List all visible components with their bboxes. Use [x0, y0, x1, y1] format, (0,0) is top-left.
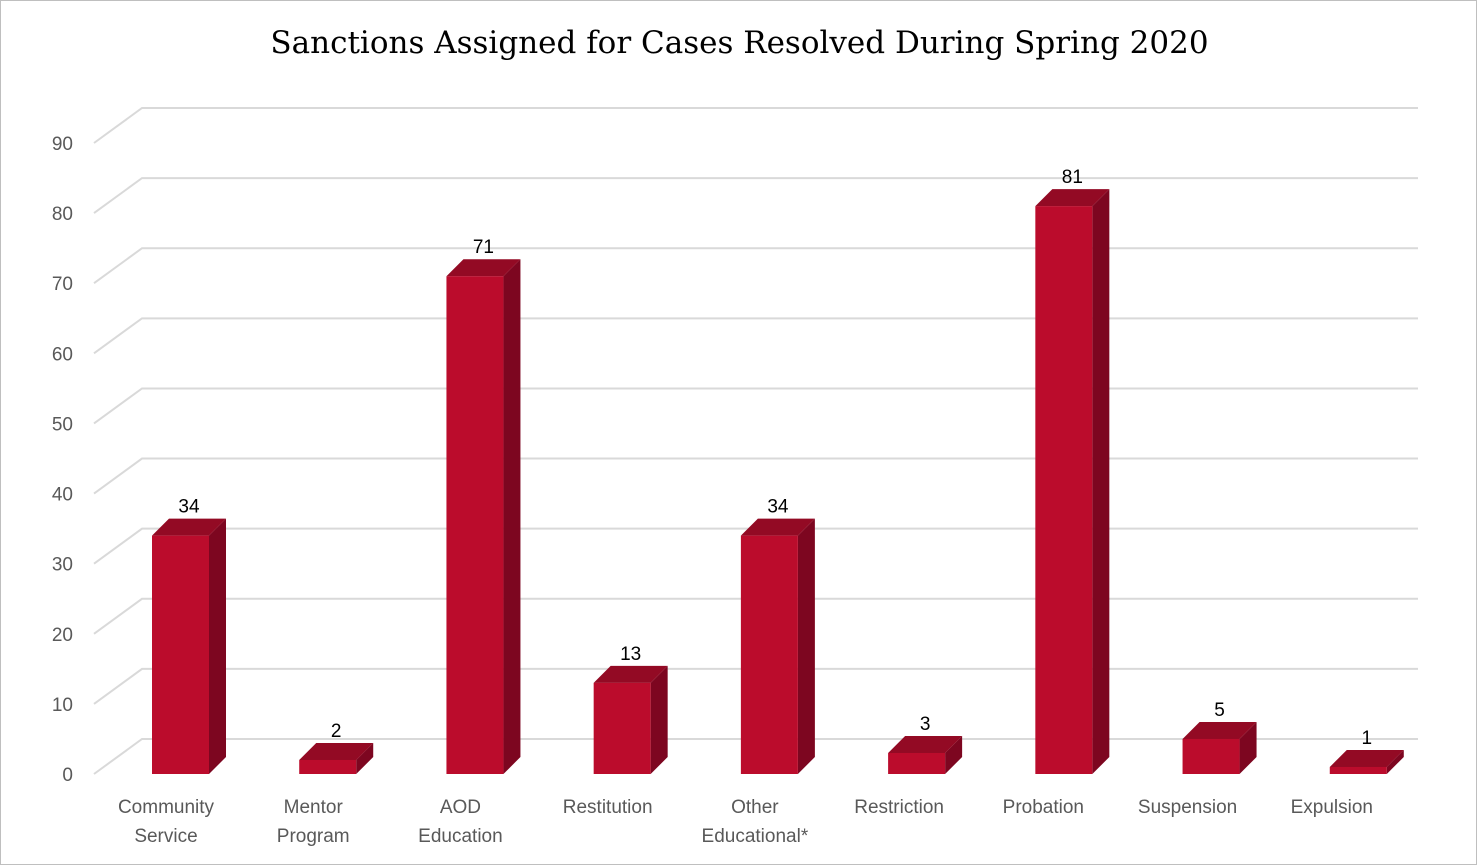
y-tick-label: 90 [52, 134, 73, 155]
bar-top [446, 259, 521, 277]
gridline [93, 738, 1418, 775]
x-tick-label: Community [118, 797, 215, 818]
bar [446, 276, 504, 774]
gridline [93, 457, 1418, 495]
data-label: 71 [473, 237, 494, 258]
bar-top [593, 665, 668, 683]
x-tick-label: Restriction [854, 797, 944, 818]
bar [152, 535, 209, 774]
x-tick-label: Restitution [563, 797, 653, 818]
gridline [93, 177, 1418, 214]
y-tick-label: 30 [52, 555, 73, 576]
bar-top [1035, 189, 1110, 207]
gridline [93, 317, 1418, 355]
bar-side [797, 518, 815, 774]
bar-side [650, 665, 668, 774]
bar-top [740, 518, 815, 536]
bar [299, 759, 357, 774]
x-tick-label: Education [418, 826, 503, 847]
x-tick-label: Service [134, 826, 197, 847]
bar-side [945, 735, 963, 774]
y-tick-label: 40 [52, 485, 73, 506]
bar [888, 752, 946, 774]
bar-top [1329, 749, 1404, 767]
gridline [93, 247, 1418, 285]
x-tick-label: Other [731, 797, 779, 818]
y-tick-label: 0 [62, 765, 73, 786]
bar [1329, 766, 1387, 774]
x-tick-label: Educational* [702, 826, 809, 847]
bar-top [299, 742, 374, 760]
bar-side [209, 518, 226, 774]
bar-side [1239, 721, 1257, 774]
x-tick-label: Mentor [284, 797, 344, 818]
y-tick-label: 80 [52, 204, 73, 225]
bar-top [888, 735, 963, 753]
data-label: 2 [331, 721, 342, 742]
chart-title: Sanctions Assigned for Cases Resolved Du… [270, 25, 1209, 61]
data-label: 34 [178, 497, 200, 518]
gridline [93, 597, 1418, 635]
data-label: 81 [1062, 167, 1083, 188]
bar [1182, 738, 1240, 774]
data-label: 3 [920, 714, 931, 735]
bar-side [1386, 749, 1404, 774]
bar [593, 682, 651, 774]
gridline [93, 387, 1418, 425]
y-tick-label: 60 [52, 344, 73, 365]
data-label: 34 [767, 497, 789, 518]
bar-top [152, 518, 226, 536]
gridline [93, 667, 1418, 705]
y-tick-label: 10 [52, 695, 73, 716]
bar-top [1182, 721, 1257, 739]
bar-side [1092, 189, 1110, 775]
y-tick-label: 70 [52, 274, 73, 295]
y-tick-label: 50 [52, 414, 73, 435]
x-tick-label: Probation [1003, 797, 1084, 818]
bar [740, 535, 798, 774]
x-tick-label: Expulsion [1291, 797, 1373, 818]
x-tick-label: AOD [440, 797, 481, 818]
x-tick-label: Program [277, 826, 350, 847]
data-label: 1 [1361, 728, 1372, 749]
data-label: 13 [620, 644, 641, 665]
bar [1035, 206, 1093, 775]
y-tick-label: 20 [52, 625, 73, 646]
gridline [93, 527, 1418, 565]
data-label: 5 [1214, 700, 1225, 721]
x-tick-label: Suspension [1138, 797, 1237, 818]
bar-side [503, 259, 521, 774]
gridline [93, 107, 1418, 144]
bar-side [356, 742, 374, 774]
